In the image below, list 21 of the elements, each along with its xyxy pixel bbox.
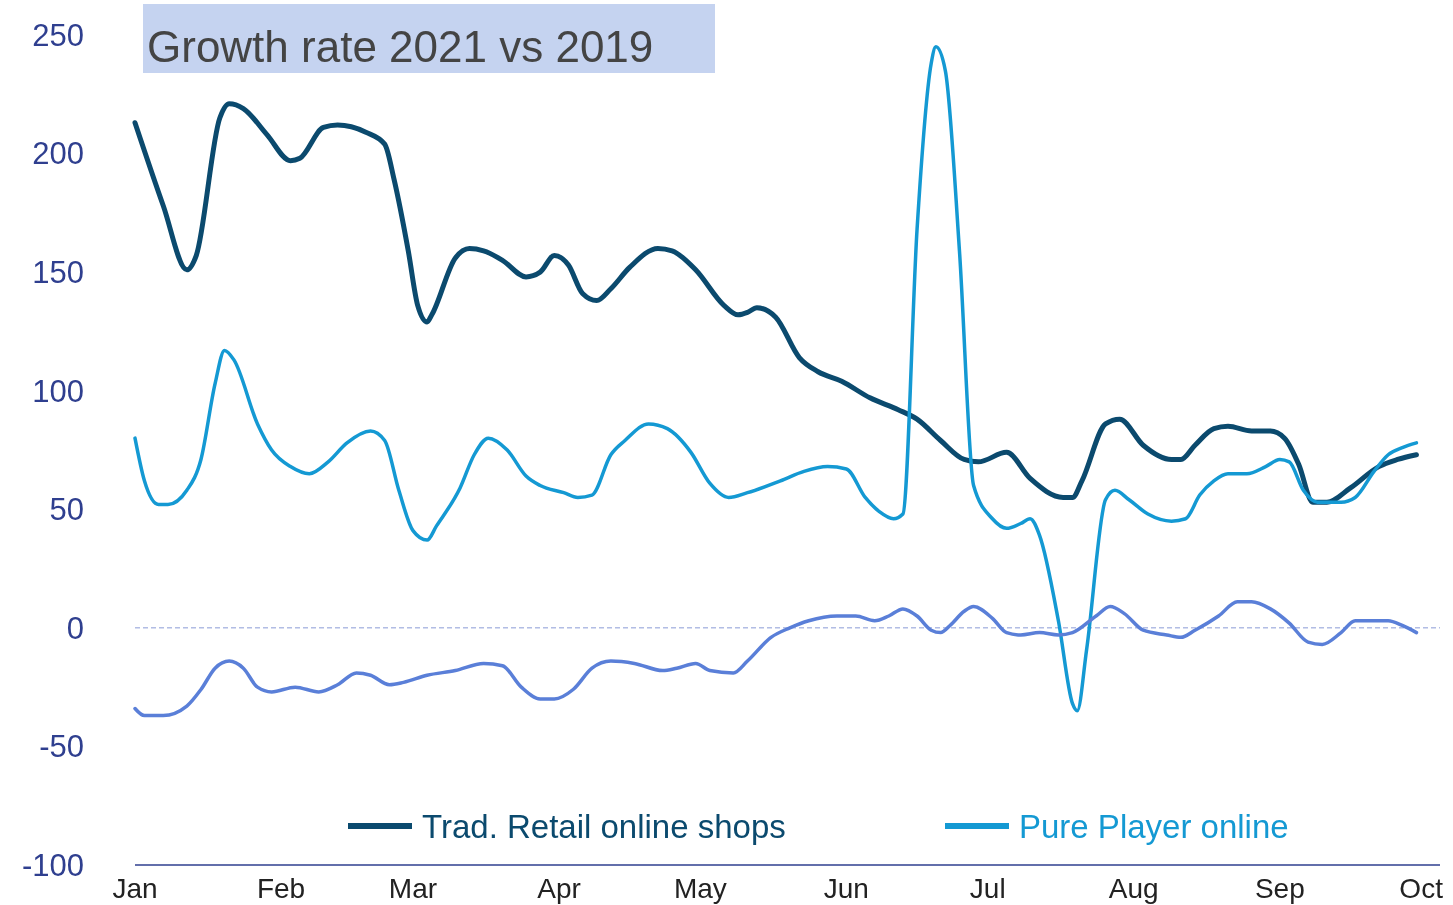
y-tick-label: -50	[39, 729, 84, 765]
x-tick-label: Jul	[969, 873, 1006, 904]
y-tick-label: 200	[32, 136, 84, 172]
y-tick-label: 150	[32, 254, 84, 290]
chart-title: Growth rate 2021 vs 2019	[147, 22, 654, 71]
y-tick-label: 0	[66, 610, 84, 646]
y-tick-label: 50	[49, 492, 84, 528]
x-tick-label: Sep	[1254, 873, 1305, 904]
x-tick-label: Feb	[256, 873, 306, 904]
x-tick-label: May	[673, 873, 727, 904]
x-tick-label: Mar	[388, 873, 438, 904]
x-tick-label: Aug	[1108, 873, 1159, 904]
x-tick-label: Jan	[112, 873, 158, 904]
legend-label: Pure Player online	[1019, 807, 1289, 845]
y-tick-label: 100	[32, 373, 84, 409]
x-tick-label: Jun	[823, 873, 869, 904]
y-tick-label: -100	[21, 847, 84, 883]
y-tick-label: 250	[32, 17, 84, 53]
x-tick-label: Apr	[537, 873, 581, 904]
x-tick-label: Oct	[1399, 873, 1444, 904]
legend-label: Trad. Retail online shops	[422, 807, 786, 845]
